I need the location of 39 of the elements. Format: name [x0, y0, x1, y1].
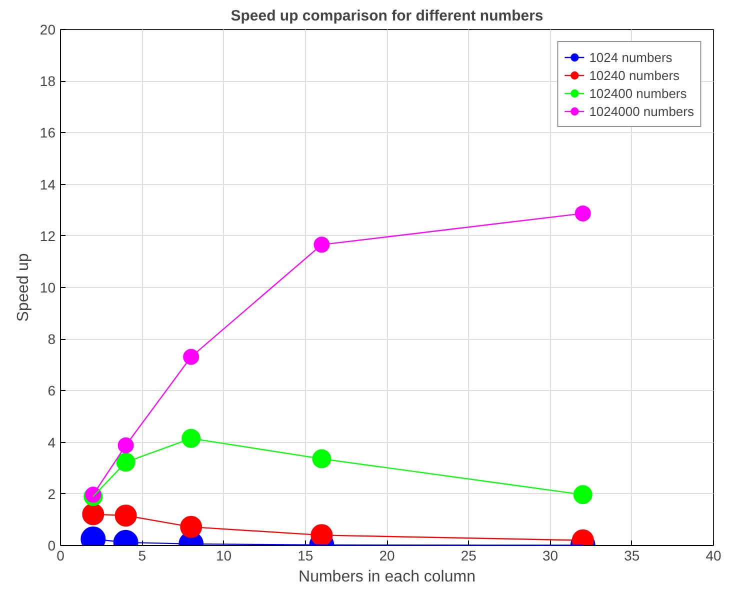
- x-tick-label: 40: [706, 548, 722, 564]
- x-tick-label: 10: [216, 548, 232, 564]
- legend-label: 102400 numbers: [589, 84, 687, 102]
- point: [118, 437, 134, 454]
- y-tick-label: 4: [48, 434, 56, 450]
- x-tick-label: 15: [298, 548, 314, 564]
- y-axis-title: Speed up: [14, 253, 32, 322]
- point: [312, 449, 332, 468]
- y-tick-label: 18: [40, 73, 56, 90]
- x-tick-label: 25: [460, 548, 477, 564]
- y-tick-label: 16: [40, 124, 56, 141]
- y-tick-label: 2: [48, 486, 56, 502]
- point: [310, 524, 333, 546]
- x-tick-label: 20: [379, 548, 395, 564]
- x-tick-label: 35: [624, 548, 640, 564]
- y-tick-label: 12: [40, 228, 56, 244]
- y-tick-label: 6: [48, 382, 56, 399]
- y-tick-label: 8: [48, 331, 56, 348]
- legend-label: 1024 numbers: [589, 48, 672, 66]
- y-tick-label: 0: [48, 538, 56, 554]
- point: [85, 486, 102, 503]
- point: [182, 428, 201, 448]
- point: [82, 503, 104, 526]
- point: [573, 485, 592, 504]
- point: [180, 516, 202, 538]
- point: [183, 348, 200, 365]
- y-tick-label: 20: [40, 22, 56, 38]
- legend-label: 10240 numbers: [589, 66, 680, 84]
- y-tick-label: 10: [40, 280, 56, 296]
- point: [114, 504, 137, 527]
- x-axis-title: Numbers in each column: [298, 568, 476, 586]
- chart-title: Speed up comparison for different numbers: [230, 8, 544, 24]
- x-tick-label: 5: [138, 548, 146, 564]
- point: [116, 452, 136, 472]
- y-tick-label: 14: [40, 176, 56, 192]
- x-tick-label: 30: [542, 548, 558, 564]
- point: [314, 236, 330, 253]
- point: [574, 205, 591, 222]
- legend-label: 1024000 numbers: [589, 102, 694, 120]
